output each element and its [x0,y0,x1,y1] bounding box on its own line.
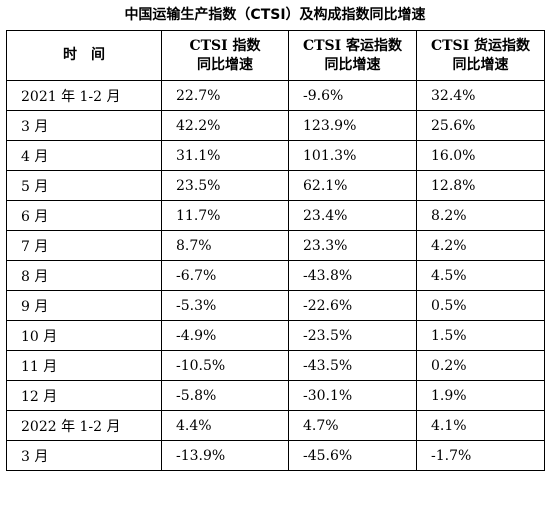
table-row: 5 月 23.5% 62.1% 12.8% [6,170,545,201]
header-ctsi: CTSI 指数 同比增速 [161,30,289,81]
cell-ctsi: -5.3% [161,290,289,321]
cell-time: 8 月 [6,260,162,291]
cell-time: 4 月 [6,140,162,171]
table-row: 4 月 31.1% 101.3% 16.0% [6,140,545,171]
header-passenger-line2: 同比增速 [324,56,381,73]
cell-freight: 0.2% [416,350,545,381]
cell-freight: -1.7% [416,440,545,471]
table-row: 11 月 -10.5% -43.5% 0.2% [6,350,545,381]
header-passenger-line1: CTSI 客运指数 [302,37,403,54]
cell-freight: 25.6% [416,110,545,141]
header-freight-line1: CTSI 货运指数 [430,37,531,54]
cell-time: 2022 年 1-2 月 [6,410,162,441]
cell-time: 6 月 [6,200,162,231]
cell-passenger: 123.9% [288,110,417,141]
header-ctsi-line2: 同比增速 [197,56,253,73]
table-row: 3 月 -13.9% -45.6% -1.7% [6,440,545,471]
cell-freight: 8.2% [416,200,545,231]
cell-freight: 4.5% [416,260,545,291]
header-row: 时 间 CTSI 指数 同比增速 CTSI 客运指数 同比增速 CTSI 货运指… [6,30,545,81]
cell-passenger: 4.7% [288,410,417,441]
header-freight-line2: 同比增速 [452,56,509,73]
cell-ctsi: -10.5% [161,350,289,381]
cell-freight: 32.4% [416,80,545,111]
cell-freight: 1.5% [416,320,545,351]
table-row: 8 月 -6.7% -43.8% 4.5% [6,260,545,291]
header-ctsi-passenger: CTSI 客运指数 同比增速 [288,30,417,81]
cell-time: 3 月 [6,110,162,141]
cell-passenger: 23.3% [288,230,417,261]
cell-ctsi: 31.1% [161,140,289,171]
cell-time: 5 月 [6,170,162,201]
cell-time: 10 月 [6,320,162,351]
header-ctsi-line1: CTSI 指数 [189,37,261,54]
cell-ctsi: 22.7% [161,80,289,111]
cell-passenger: -9.6% [288,80,417,111]
table-body: 2021 年 1-2 月 22.7% -9.6% 32.4% 3 月 42.2% 123.9… [6,80,545,471]
cell-ctsi: -5.8% [161,380,289,411]
header-time: 时 间 [6,30,162,81]
table-row: 3 月 42.2% 123.9% 25.6% [6,110,545,141]
cell-ctsi: -6.7% [161,260,289,291]
table-row: 9 月 -5.3% -22.6% 0.5% [6,290,545,321]
cell-freight: 4.1% [416,410,545,441]
table-row: 10 月 -4.9% -23.5% 1.5% [6,320,545,351]
cell-passenger: -30.1% [288,380,417,411]
cell-time: 3 月 [6,440,162,471]
header-time-label: 时 间 [63,47,105,63]
cell-ctsi: -4.9% [161,320,289,351]
cell-ctsi: 11.7% [161,200,289,231]
cell-freight: 12.8% [416,170,545,201]
cell-freight: 1.9% [416,380,545,411]
cell-passenger: -22.6% [288,290,417,321]
table-row: 6 月 11.7% 23.4% 8.2% [6,200,545,231]
cell-freight: 16.0% [416,140,545,171]
cell-passenger: 62.1% [288,170,417,201]
cell-freight: 0.5% [416,290,545,321]
table-row: 2022 年 1-2 月 4.4% 4.7% 4.1% [6,410,545,441]
cell-ctsi: 8.7% [161,230,289,261]
table-row: 2021 年 1-2 月 22.7% -9.6% 32.4% [6,80,545,111]
table-title: 中国运输生产指数（CTSI）及构成指数同比增速 [124,7,426,23]
header-ctsi-freight: CTSI 货运指数 同比增速 [416,30,545,81]
cell-ctsi: -13.9% [161,440,289,471]
table-row: 7 月 8.7% 23.3% 4.2% [6,230,545,261]
cell-passenger: 101.3% [288,140,417,171]
cell-time: 11 月 [6,350,162,381]
cell-passenger: -23.5% [288,320,417,351]
cell-passenger: -45.6% [288,440,417,471]
cell-time: 9 月 [6,290,162,321]
cell-ctsi: 23.5% [161,170,289,201]
cell-ctsi: 4.4% [161,410,289,441]
cell-time: 12 月 [6,380,162,411]
cell-time: 7 月 [6,230,162,261]
ctsi-growth-table: 时 间 CTSI 指数 同比增速 CTSI 客运指数 同比增速 CTSI 货运指… [6,30,545,471]
cell-passenger: -43.8% [288,260,417,291]
cell-ctsi: 42.2% [161,110,289,141]
table-row: 12 月 -5.8% -30.1% 1.9% [6,380,545,411]
cell-passenger: -43.5% [288,350,417,381]
cell-passenger: 23.4% [288,200,417,231]
cell-freight: 4.2% [416,230,545,261]
cell-time: 2021 年 1-2 月 [6,80,162,111]
